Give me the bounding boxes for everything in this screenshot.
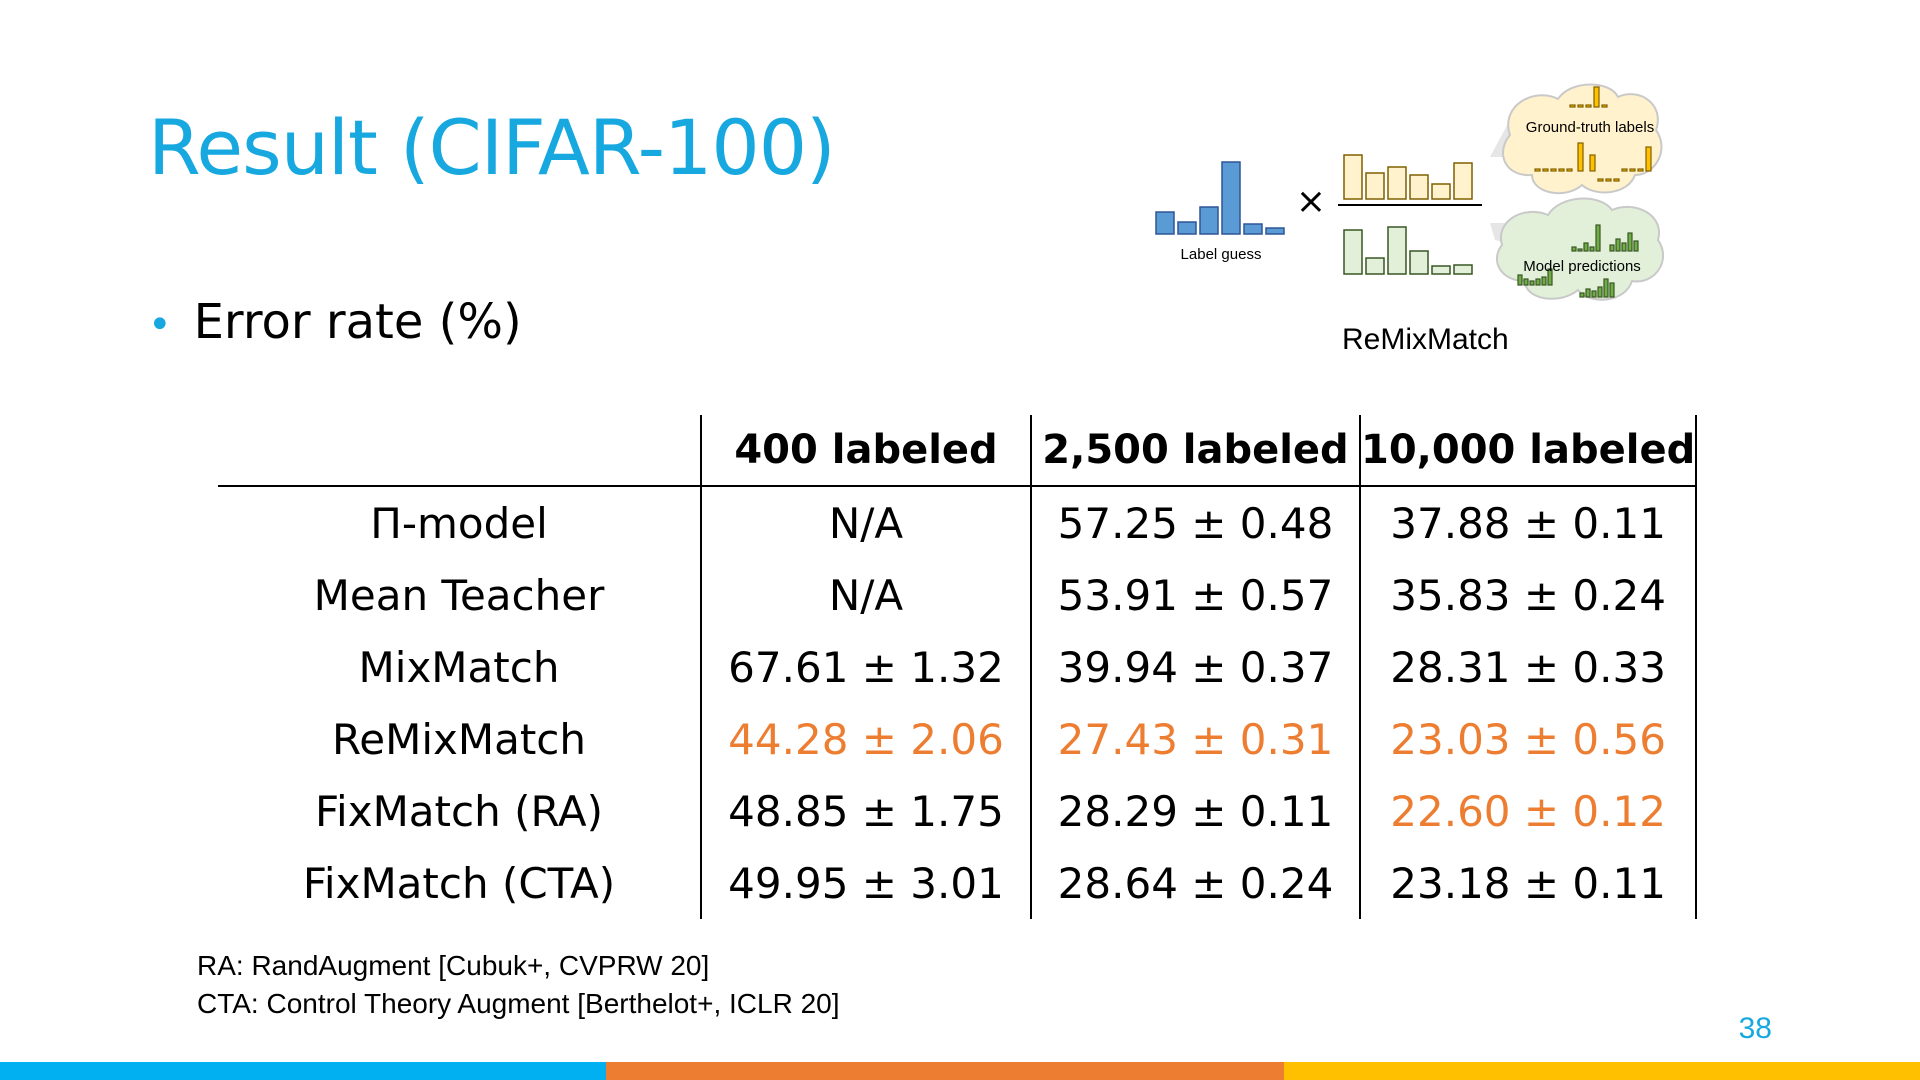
ground-truth-cloud: Ground-truth labels [1502, 83, 1663, 195]
ground-truth-bars [1534, 86, 1652, 182]
value-cell: N/A [700, 486, 1031, 559]
label-guess-bar [1199, 206, 1219, 235]
table-row: ReMixMatch 44.28 ± 2.06 27.43 ± 0.31 23.… [218, 703, 1698, 775]
table-header-cell: 10,000 labeled [1358, 415, 1698, 487]
value-cell: 49.95 ± 3.01 [700, 847, 1031, 919]
table-row: MixMatch 67.61 ± 1.32 39.94 ± 0.37 28.31… [218, 631, 1698, 703]
method-cell: MixMatch [358, 642, 560, 692]
method-cell: FixMatch (CTA) [302, 858, 616, 908]
value-cell: 67.61 ± 1.32 [700, 631, 1031, 703]
page-number: 38 [1738, 1012, 1772, 1045]
label-guess-bar [1221, 161, 1241, 235]
numerator-bar [1343, 154, 1363, 200]
value-cell: N/A [700, 559, 1031, 631]
value-cell: 35.83 ± 0.24 [1358, 559, 1698, 631]
denominator-bar [1431, 265, 1451, 275]
numerator-bars [1343, 154, 1473, 200]
method-cell: Mean Teacher [313, 570, 605, 620]
label-guess-bar [1265, 227, 1285, 235]
value-cell: 39.94 ± 0.37 [1030, 631, 1360, 703]
bullet-text: Error rate (%) [193, 294, 522, 350]
value-cell: 53.91 ± 0.57 [1030, 559, 1360, 631]
table-header-cell [218, 415, 701, 487]
label-guess-bars [1155, 161, 1285, 235]
value-cell: 28.64 ± 0.24 [1030, 847, 1360, 919]
table-header-cell: 2,500 labeled [1030, 415, 1360, 487]
method-cell: FixMatch (RA) [314, 786, 604, 836]
denominator-bar [1343, 229, 1363, 275]
numerator-bar [1431, 183, 1451, 200]
denominator-bar [1365, 257, 1385, 275]
denominator-bar [1387, 226, 1407, 275]
value-cell: 28.31 ± 0.33 [1358, 631, 1698, 703]
denominator-bar [1409, 250, 1429, 275]
results-table: 400 labeled 2,500 labeled 10,000 labeled… [218, 415, 1698, 919]
numerator-bar [1453, 162, 1473, 200]
label-guess-bar [1177, 221, 1197, 235]
value-cell: 44.28 ± 2.06 [700, 703, 1031, 775]
footnote-cta: CTA: Control Theory Augment [Berthelot+,… [197, 988, 840, 1019]
cloud-shape [1502, 83, 1663, 195]
value-cell: 57.25 ± 0.48 [1030, 486, 1360, 559]
remixmatch-figure: Label guess × [1150, 75, 1670, 365]
value-cell: 48.85 ± 1.75 [700, 775, 1031, 847]
value-cell: 28.29 ± 0.11 [1030, 775, 1360, 847]
value-cell: 37.88 ± 0.11 [1358, 486, 1698, 559]
bullet-item: • Error rate (%) [148, 296, 522, 349]
bar-segment-yellow [1284, 1062, 1920, 1080]
multiply-icon: × [1296, 181, 1326, 222]
denominator-bar [1453, 264, 1473, 275]
label-guess-bar [1155, 211, 1175, 235]
numerator-bar [1365, 172, 1385, 200]
label-guess-text: Label guess [1181, 246, 1262, 263]
table-row: Mean Teacher N/A 53.91 ± 0.57 35.83 ± 0.… [218, 559, 1698, 631]
denominator-bars [1343, 226, 1473, 275]
table-row: FixMatch (CTA) 49.95 ± 3.01 28.64 ± 0.24… [218, 847, 1698, 919]
value-cell: 23.03 ± 0.56 [1358, 703, 1698, 775]
footnote-ra: RA: RandAugment [Cubuk+, CVPRW 20] [197, 950, 710, 981]
numerator-bar [1409, 174, 1429, 200]
slide-title: Result (CIFAR-100) [148, 103, 836, 192]
bottom-color-bar [0, 1062, 1920, 1080]
label-guess-bar [1243, 223, 1263, 235]
method-cell: ReMixMatch [331, 714, 587, 764]
method-cell: Π-model [370, 498, 548, 548]
ground-truth-text: Ground-truth labels [1526, 119, 1654, 136]
bullet-dot-icon: • [148, 302, 172, 348]
table-row: Π-model N/A 57.25 ± 0.48 37.88 ± 0.11 [218, 486, 1698, 559]
model-predictions-cloud: Model predictions [1496, 197, 1665, 301]
table-header-cell: 400 labeled [700, 415, 1031, 487]
table-row: FixMatch (RA) 48.85 ± 1.75 28.29 ± 0.11 … [218, 775, 1698, 847]
value-cell: 27.43 ± 0.31 [1030, 703, 1360, 775]
value-cell: 22.60 ± 0.12 [1358, 775, 1698, 847]
bar-segment-blue [0, 1062, 606, 1080]
value-cell: 23.18 ± 0.11 [1358, 847, 1698, 919]
table-header-row: 400 labeled 2,500 labeled 10,000 labeled [218, 415, 1698, 487]
figure-caption: ReMixMatch [1342, 323, 1509, 356]
bar-segment-orange [606, 1062, 1284, 1080]
remixmatch-diagram: Label guess × [1155, 83, 1665, 301]
model-prediction-bars [1517, 224, 1639, 298]
model-predictions-text: Model predictions [1523, 258, 1641, 275]
numerator-bar [1387, 166, 1407, 200]
